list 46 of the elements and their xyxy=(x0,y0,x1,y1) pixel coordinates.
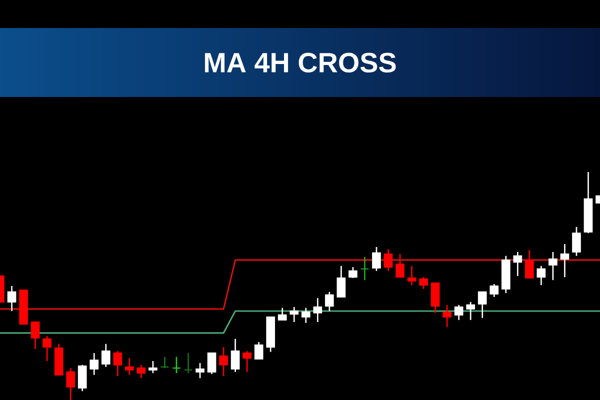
candlestick xyxy=(466,301,476,321)
candlestick xyxy=(78,364,87,392)
candlestick xyxy=(372,246,381,272)
candlestick xyxy=(219,346,228,377)
candlestick xyxy=(301,307,310,324)
candlestick xyxy=(560,243,570,278)
candlestick xyxy=(396,253,404,278)
candlestick xyxy=(430,282,440,314)
candlestick xyxy=(30,321,40,350)
candlestick xyxy=(207,352,216,375)
candlestick xyxy=(325,291,334,312)
candlestick xyxy=(572,226,581,257)
candlestick xyxy=(384,248,393,272)
candlestick xyxy=(536,265,546,286)
candlestick xyxy=(7,285,16,312)
candlestick xyxy=(42,335,52,362)
candlestick xyxy=(548,251,558,281)
candlestick xyxy=(113,350,122,377)
candlestick xyxy=(290,306,299,323)
candlestick xyxy=(442,304,452,328)
candlestick xyxy=(172,356,181,374)
chart-title: MA 4H CROSS xyxy=(205,52,396,73)
candlestick xyxy=(313,297,322,323)
candlestick xyxy=(348,266,358,279)
candlestick xyxy=(513,251,522,277)
candlestick xyxy=(230,338,240,373)
candlestick xyxy=(148,360,158,374)
candlestick xyxy=(184,352,193,374)
candlestick xyxy=(160,356,170,369)
candlestick xyxy=(525,249,534,279)
candlestick xyxy=(490,283,499,298)
candlestick xyxy=(136,364,146,379)
candlestick xyxy=(90,352,99,376)
candlestick xyxy=(101,343,110,368)
candlestick xyxy=(407,265,416,286)
candlestick xyxy=(254,341,264,360)
candlestick xyxy=(360,256,370,281)
candlestick xyxy=(278,307,287,321)
candlestick xyxy=(454,304,464,321)
candlestick xyxy=(242,350,252,373)
candlestick xyxy=(336,265,346,298)
candlestick xyxy=(478,291,487,319)
candlestick xyxy=(196,362,204,379)
candlestick xyxy=(419,276,428,290)
candlestick xyxy=(66,367,76,400)
candlestick xyxy=(125,357,134,376)
